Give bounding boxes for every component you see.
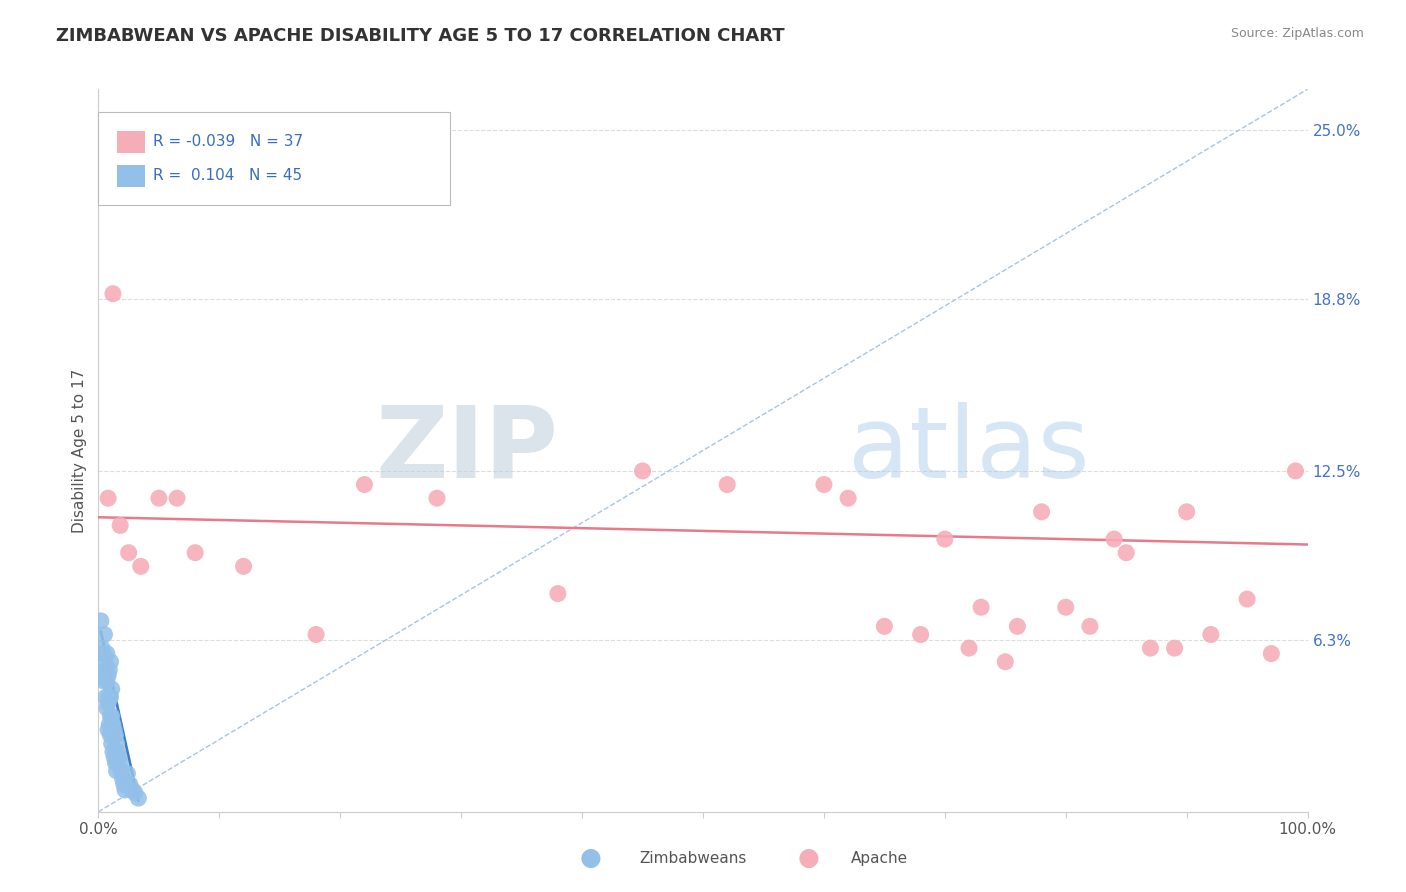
Point bbox=[1007, 619, 1029, 633]
Point bbox=[117, 766, 139, 780]
Point bbox=[1078, 619, 1101, 633]
Point bbox=[100, 709, 122, 723]
Point bbox=[127, 791, 149, 805]
Point bbox=[91, 647, 114, 661]
Point bbox=[93, 655, 115, 669]
Point bbox=[108, 750, 131, 764]
Point bbox=[148, 491, 170, 505]
Point bbox=[994, 655, 1017, 669]
Point bbox=[1260, 647, 1282, 661]
Point bbox=[100, 737, 122, 751]
Point bbox=[631, 464, 654, 478]
Point bbox=[184, 546, 207, 560]
Point bbox=[96, 701, 118, 715]
Point bbox=[97, 696, 120, 710]
Point bbox=[104, 728, 127, 742]
Point bbox=[91, 673, 114, 688]
Point bbox=[96, 673, 118, 688]
Point bbox=[353, 477, 375, 491]
Text: ●: ● bbox=[579, 847, 602, 870]
Point bbox=[90, 614, 112, 628]
Point bbox=[105, 737, 128, 751]
Point bbox=[873, 619, 896, 633]
Point bbox=[100, 655, 122, 669]
Point bbox=[957, 641, 980, 656]
Point bbox=[101, 717, 124, 731]
Point bbox=[100, 709, 122, 723]
Point bbox=[1139, 641, 1161, 656]
Text: Source: ZipAtlas.com: Source: ZipAtlas.com bbox=[1230, 27, 1364, 40]
Point bbox=[547, 586, 569, 600]
Point bbox=[111, 772, 134, 786]
Point bbox=[100, 728, 122, 742]
Point bbox=[103, 723, 125, 737]
Point bbox=[108, 756, 131, 770]
Point bbox=[1031, 505, 1053, 519]
Point bbox=[112, 777, 135, 791]
Point bbox=[101, 745, 124, 759]
Point bbox=[114, 783, 136, 797]
Point bbox=[118, 777, 141, 791]
Point bbox=[96, 647, 118, 661]
Point bbox=[97, 723, 120, 737]
Point bbox=[124, 786, 146, 800]
Point bbox=[1102, 532, 1125, 546]
Point bbox=[166, 491, 188, 505]
Point bbox=[1163, 641, 1185, 656]
Point bbox=[107, 745, 129, 759]
Text: ●: ● bbox=[797, 847, 820, 870]
Point bbox=[837, 491, 859, 505]
Point bbox=[101, 286, 124, 301]
Point bbox=[129, 559, 152, 574]
Point bbox=[105, 764, 128, 778]
Point bbox=[1175, 505, 1198, 519]
Point bbox=[94, 690, 117, 705]
Point bbox=[934, 532, 956, 546]
Point bbox=[121, 783, 143, 797]
Point bbox=[1199, 627, 1222, 641]
Point bbox=[910, 627, 932, 641]
Point bbox=[94, 663, 117, 677]
Point bbox=[716, 477, 738, 491]
Point bbox=[91, 641, 114, 656]
Point bbox=[93, 668, 115, 682]
Point bbox=[97, 491, 120, 505]
Point bbox=[98, 663, 121, 677]
Point bbox=[103, 750, 125, 764]
Text: Zimbabweans: Zimbabweans bbox=[640, 851, 747, 865]
Point bbox=[98, 717, 121, 731]
Point bbox=[97, 668, 120, 682]
Point bbox=[1115, 546, 1137, 560]
Point bbox=[1054, 600, 1077, 615]
Point bbox=[813, 477, 835, 491]
Point bbox=[108, 518, 131, 533]
Text: ZIMBABWEAN VS APACHE DISABILITY AGE 5 TO 17 CORRELATION CHART: ZIMBABWEAN VS APACHE DISABILITY AGE 5 TO… bbox=[56, 27, 785, 45]
Point bbox=[1284, 464, 1306, 478]
Text: atlas: atlas bbox=[848, 402, 1090, 499]
Point bbox=[118, 546, 141, 560]
Point bbox=[110, 764, 132, 778]
Text: Apache: Apache bbox=[851, 851, 908, 865]
Point bbox=[970, 600, 993, 615]
Point bbox=[100, 681, 122, 696]
Point bbox=[232, 559, 254, 574]
Point bbox=[305, 627, 328, 641]
Y-axis label: Disability Age 5 to 17: Disability Age 5 to 17 bbox=[72, 368, 87, 533]
Point bbox=[1236, 592, 1258, 607]
Point bbox=[100, 150, 122, 164]
Text: R = -0.039   N = 37: R = -0.039 N = 37 bbox=[153, 135, 304, 149]
Text: R =  0.104   N = 45: R = 0.104 N = 45 bbox=[153, 169, 302, 183]
Point bbox=[100, 690, 122, 705]
Point bbox=[93, 627, 115, 641]
Point bbox=[426, 491, 449, 505]
Point bbox=[98, 690, 121, 705]
Text: ZIP: ZIP bbox=[375, 402, 558, 499]
Point bbox=[104, 756, 127, 770]
